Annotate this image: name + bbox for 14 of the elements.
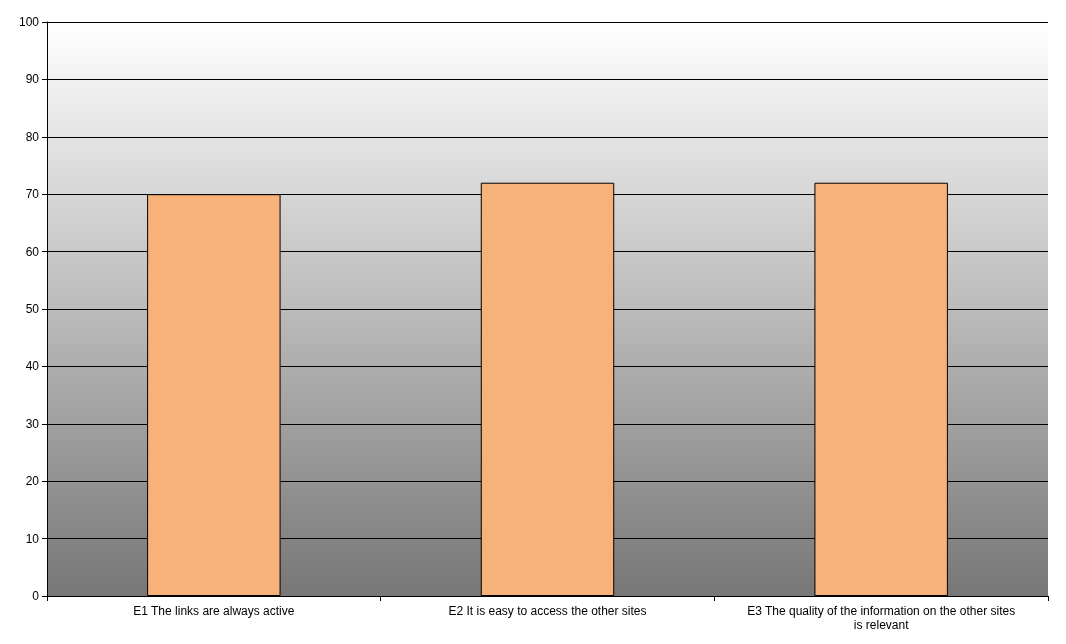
x-tick-label: E2 It is easy to access the other sites <box>448 604 647 618</box>
y-tick-label: 80 <box>25 129 40 144</box>
x-tick-label: E1 The links are always active <box>133 604 295 618</box>
y-tick-label: 100 <box>18 15 40 29</box>
y-tick-label: 20 <box>25 474 40 489</box>
y-tick-label: 50 <box>25 302 40 316</box>
y-tick-label: 0 <box>32 589 40 603</box>
y-tick-label: 30 <box>25 416 40 431</box>
y-tick-label: 70 <box>25 187 40 202</box>
y-tick-label: 10 <box>25 531 40 546</box>
x-tick-label: E3 The quality of the information on the other sites is relevant <box>747 604 1016 632</box>
y-tick-label: 90 <box>25 72 40 87</box>
y-tick-label: 60 <box>25 244 40 259</box>
y-tick-label: 40 <box>25 359 40 374</box>
